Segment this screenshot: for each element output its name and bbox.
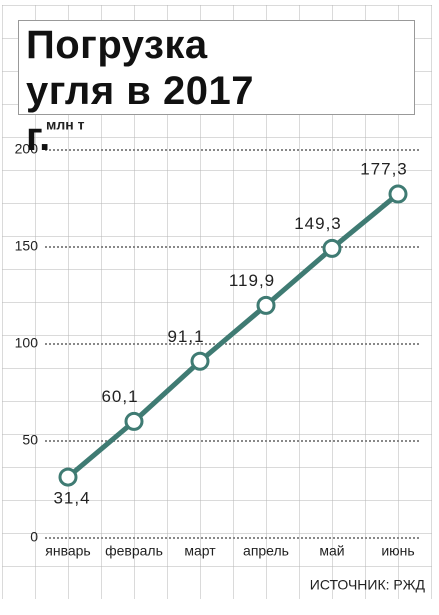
x-tick-label: февраль (105, 543, 163, 559)
y-tick-label: 150 (15, 238, 39, 254)
data-line (66, 192, 400, 479)
source: ИСТОЧНИК: РЖД (310, 577, 426, 593)
value-label: 149,3 (294, 214, 342, 233)
y-tick-label: 100 (15, 335, 39, 351)
x-tick-label: январь (45, 543, 90, 559)
value-label: 177,3 (360, 160, 408, 179)
y-tick-label: 0 (30, 529, 38, 545)
value-label: 31,4 (53, 489, 90, 508)
point (190, 351, 210, 371)
x-tick-label: март (184, 543, 216, 559)
value-label: 91,1 (167, 327, 204, 346)
point (58, 467, 78, 487)
point (124, 411, 144, 431)
value-label: 60,1 (101, 387, 138, 406)
x-tick-label: май (319, 543, 344, 559)
chart-title: Погрузка угля в 2017 г. (26, 23, 254, 159)
point (388, 184, 408, 204)
y-axis-label: млн т (46, 117, 85, 133)
y-tick-label: 50 (22, 432, 38, 448)
x-tick-label: июнь (381, 543, 414, 559)
point (322, 238, 342, 258)
title-box (18, 20, 415, 115)
y-tick-label: 200 (15, 141, 39, 157)
value-label: 119,9 (229, 271, 275, 290)
point (256, 295, 276, 315)
x-tick-label: апрель (243, 543, 289, 559)
